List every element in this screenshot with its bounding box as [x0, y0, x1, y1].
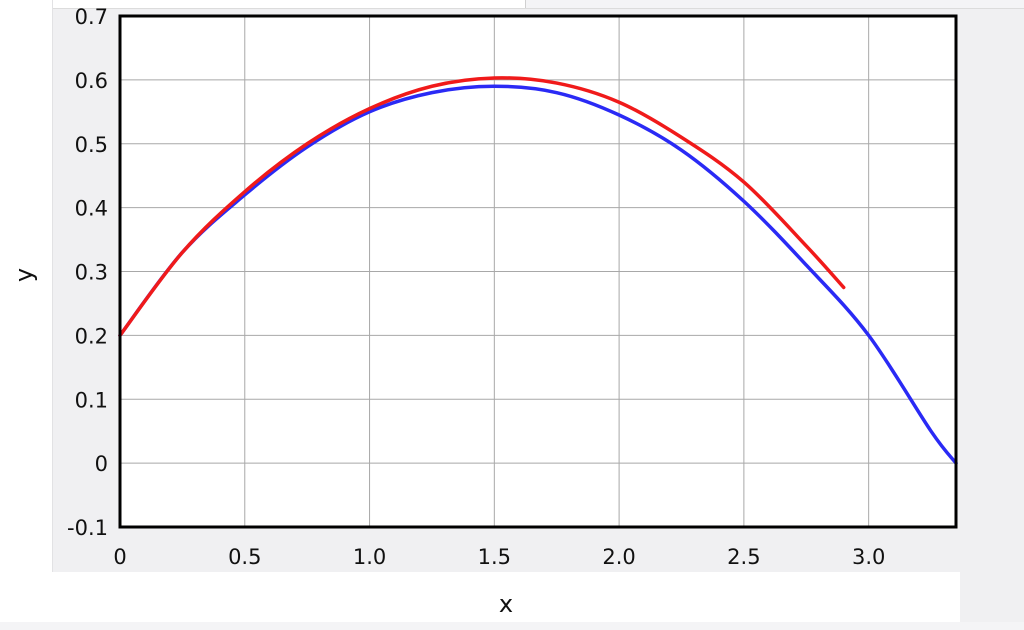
y-tick-label: 0.4 [75, 197, 108, 221]
y-tick-label: 0 [95, 452, 108, 476]
top-strip-segment [0, 0, 526, 8]
bottom-strip [0, 622, 1024, 630]
x-tick-labels: 0 0.5 1.0 1.5 2.0 2.5 3.0 [113, 545, 885, 569]
x-tick-label: 0 [113, 545, 126, 569]
x-tick-label: 0.5 [228, 545, 261, 569]
x-tick-label: 2.5 [727, 545, 760, 569]
y-tick-label: -0.1 [67, 516, 108, 540]
series-line-blue [118, 84, 958, 465]
plot-frame [118, 14, 958, 529]
x-tick-label: 2.0 [602, 545, 635, 569]
series-line-red [118, 76, 846, 338]
x-tick-label: 1.5 [478, 545, 511, 569]
series-group [118, 76, 958, 465]
y-tick-label: 0.3 [75, 261, 108, 285]
y-tick-labels: -0.1 0 0.1 0.2 0.3 0.4 0.5 0.6 0.7 [67, 5, 108, 540]
x-tick-label: 1.0 [353, 545, 386, 569]
xlabel-panel [52, 572, 960, 622]
top-strip [0, 0, 1024, 9]
y-tick-label: 0.2 [75, 324, 108, 348]
x-axis-label: x [499, 590, 513, 618]
left-strip [0, 0, 53, 630]
y-axis-label: y [10, 268, 38, 282]
x-tick-label: 3.0 [852, 545, 885, 569]
y-tick-label: 0.6 [75, 69, 108, 93]
y-tick-label: 0.5 [75, 133, 108, 157]
y-tick-label: 0.1 [75, 388, 108, 412]
y-tick-label: 0.7 [75, 5, 108, 29]
